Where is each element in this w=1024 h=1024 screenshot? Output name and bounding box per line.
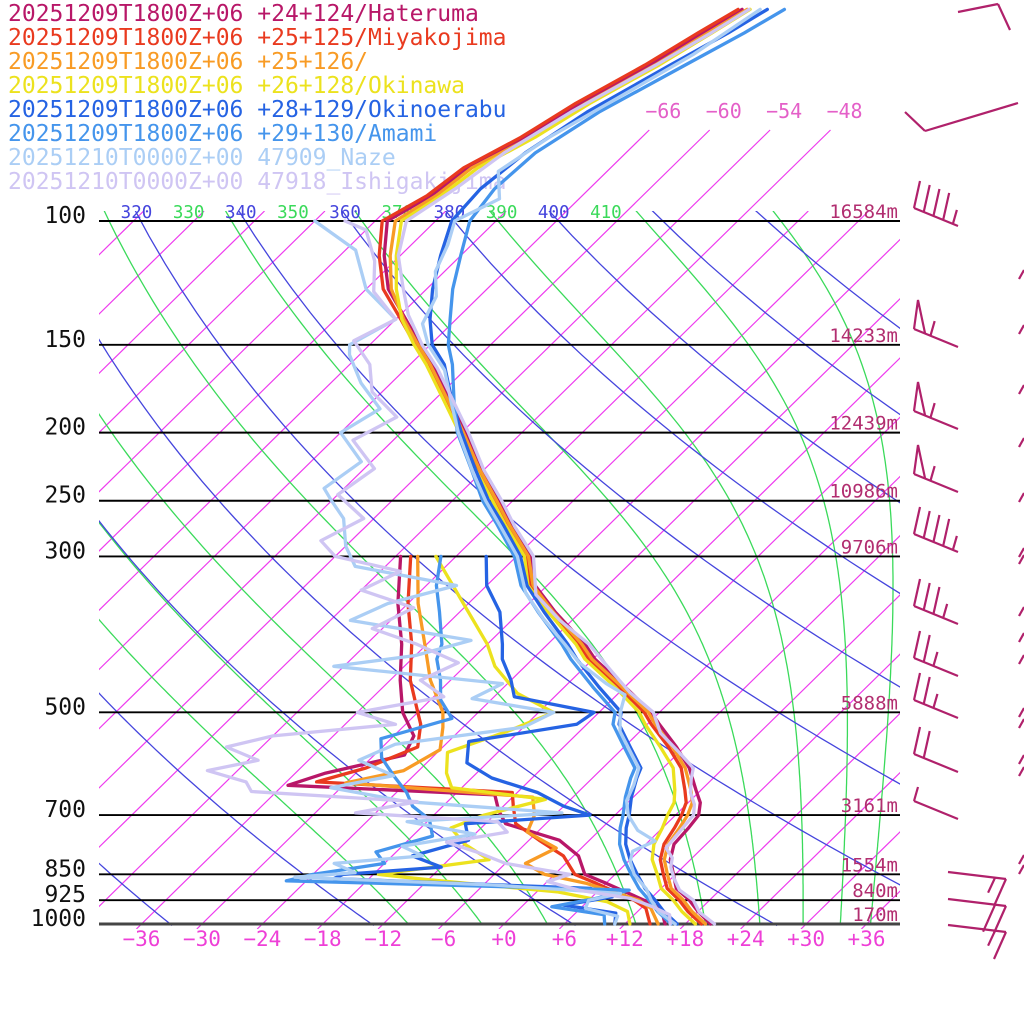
adiabat-label: 340 — [225, 203, 257, 223]
legend-line: 20251210T0000Z+00 47909_Naze — [8, 145, 396, 171]
sounding-temperature — [428, 7, 769, 926]
legend-line: 20251209T1800Z+06 +25+125/Miyakojima — [8, 25, 507, 51]
temp-tick-label: +36 — [848, 927, 886, 951]
temp-tick-label: +18 — [666, 927, 704, 951]
height-label: 170m — [852, 904, 898, 926]
sounding-dewpoint — [332, 554, 618, 926]
height-label: 5888m — [841, 692, 898, 714]
legend-line: 20251209T1800Z+06 +26+128/Okinawa — [8, 73, 465, 99]
height-label: 14233m — [829, 325, 898, 347]
pressure-tick-label: 150 — [44, 327, 86, 353]
sounding-dewpoint — [205, 219, 672, 926]
pressure-tick-label: 925 — [44, 882, 86, 908]
adiabat-label: 310 — [69, 203, 101, 223]
pressure-tick-label: 200 — [44, 415, 86, 441]
temp-top-tick-label: −60 — [706, 99, 742, 123]
height-label: 1554m — [841, 854, 898, 876]
temp-tick-label: −30 — [183, 927, 221, 951]
pressure-tick-label: 500 — [44, 694, 86, 720]
adiabat-label: 350 — [277, 203, 309, 223]
height-label: 840m — [852, 880, 898, 902]
pressure-lines — [99, 220, 900, 926]
soundings — [205, 7, 787, 926]
adiabat-label: 360 — [329, 203, 361, 223]
pressure-tick-label: 850 — [44, 856, 86, 882]
isotherm-grid-extended — [99, 129, 831, 849]
legend-line: 20251209T1800Z+06 +28+129/Okinoerabu — [8, 97, 507, 123]
pressure-tick-label: 100 — [44, 203, 86, 229]
pressure-tick-label: 700 — [44, 797, 86, 823]
legend-line: 20251209T1800Z+06 +25+126/ — [8, 49, 369, 75]
temp-top-tick-label: −54 — [766, 99, 802, 123]
temp-tick-label: −6 — [431, 927, 456, 951]
temp-tick-label: −24 — [243, 927, 281, 951]
temp-tick-label: +30 — [787, 927, 825, 951]
adiabat-label: 410 — [590, 203, 622, 223]
legend-line: 20251209T1800Z+06 +24+124/Hateruma — [8, 1, 479, 27]
temp-tick-label: +0 — [491, 927, 516, 951]
wind-barbs — [904, 2, 1024, 960]
temp-tick-label: −18 — [304, 927, 342, 951]
pressure-tick-label: 300 — [44, 538, 86, 564]
height-label: 10986m — [829, 481, 898, 503]
temp-tick-label: −36 — [123, 927, 161, 951]
sounding-temperature — [446, 7, 787, 926]
height-label: 3161m — [841, 795, 898, 817]
adiabat-label: 390 — [486, 203, 518, 223]
pressure-tick-label: 250 — [44, 483, 86, 509]
sounding-temperature — [420, 7, 762, 926]
sounding-dewpoint — [293, 219, 623, 926]
sounding-temperature — [396, 7, 751, 926]
temp-tick-label: +12 — [606, 927, 644, 951]
adiabat-label: 400 — [538, 203, 570, 223]
legend: 20251209T1800Z+06 +24+124/Hateruma 202512… — [8, 2, 507, 194]
temp-tick-label: +6 — [552, 927, 577, 951]
sounding-dewpoint — [314, 554, 652, 926]
height-label: 9706m — [841, 536, 898, 558]
sounding-dewpoint — [284, 554, 631, 926]
sounding-dewpoint — [344, 554, 660, 926]
temp-tick-label: −12 — [364, 927, 402, 951]
pressure-tick-label: 1000 — [31, 906, 86, 932]
axis-labels: 100 16584m 150 14233m 200 12439m 250 10986m 300 9… — [31, 99, 898, 951]
temp-top-tick-label: −48 — [826, 99, 862, 123]
height-label: 16584m — [829, 201, 898, 223]
sounding-temperature — [394, 7, 752, 926]
adiabat-label: 320 — [121, 203, 153, 223]
adiabat-label: 330 — [173, 203, 205, 223]
legend-line: 20251209T1800Z+06 +29+130/Amami — [8, 121, 438, 147]
moist-adiabat-grid — [99, 211, 894, 925]
temp-top-tick-label: −66 — [645, 99, 681, 123]
temp-tick-label: +24 — [727, 927, 765, 951]
height-label: 12439m — [829, 413, 898, 435]
